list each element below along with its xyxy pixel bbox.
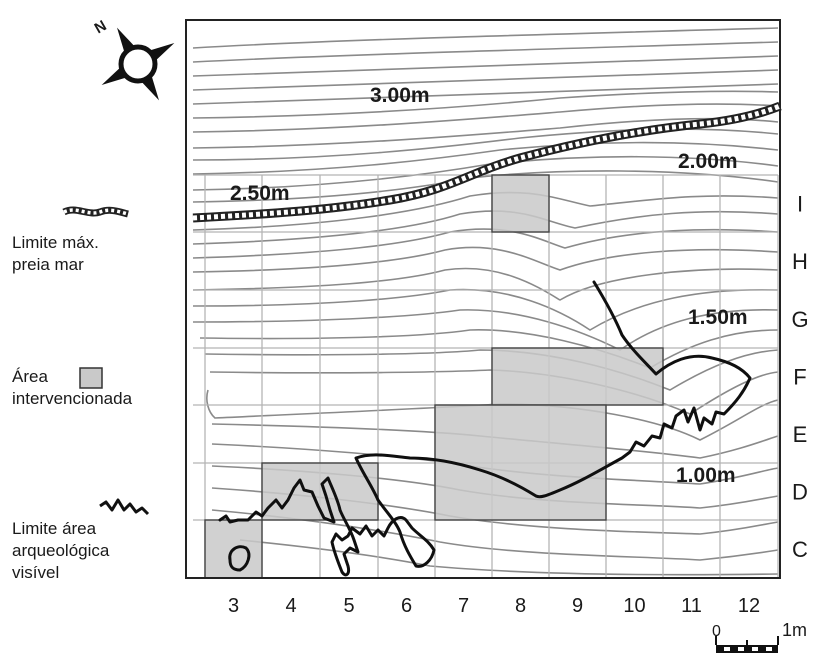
row-labels: I H G F E D C — [791, 192, 808, 563]
intervened-squares — [204, 174, 664, 579]
column-label: 6 — [401, 595, 412, 617]
scale-bar — [715, 636, 779, 653]
column-label: 12 — [738, 595, 760, 617]
contour-label-3-00m: 3.00m — [370, 84, 430, 107]
column-label: 8 — [515, 595, 526, 617]
legend-high-tide: Limite máx. preia mar — [12, 232, 99, 276]
high-tide-limit-line — [192, 101, 782, 223]
contour-label-2-50m: 2.50m — [230, 182, 290, 205]
archaeological-area-boundary — [218, 280, 752, 577]
map-labels: 3.00m 2.50m 2.00m 1.50m 1.00m — [230, 84, 748, 487]
row-label: D — [792, 480, 808, 505]
legend-intervened: Área intervencionada — [12, 366, 132, 410]
row-label: H — [792, 249, 808, 274]
column-labels: 3 4 5 6 7 8 9 10 11 12 — [228, 595, 760, 617]
legend-archaeological-line-1: Limite área — [12, 519, 97, 538]
legend-intervened-swatch — [79, 367, 103, 389]
intervened-square — [434, 404, 607, 521]
legend-high-tide-icon — [62, 206, 129, 218]
legend-archaeological-line-3: visível — [12, 563, 60, 582]
legend-archaeological-icon — [99, 498, 150, 516]
row-label: G — [791, 307, 808, 332]
row-label: E — [793, 422, 808, 447]
column-label: 7 — [458, 595, 469, 617]
compass-rose-icon — [101, 27, 175, 101]
intervened-square — [491, 174, 550, 233]
north-label: N — [92, 17, 110, 37]
column-label: 3 — [228, 595, 239, 617]
column-label: 5 — [343, 595, 354, 617]
excavation-grid — [193, 174, 779, 579]
map-frame — [185, 19, 781, 579]
row-label: F — [793, 365, 806, 390]
scale-end-label: 1m — [782, 620, 807, 640]
contour-label-1-50m: 1.50m — [688, 306, 748, 329]
contour-label-1-00m: 1.00m — [676, 464, 736, 487]
legend-intervened-line-2: intervencionada — [12, 389, 133, 408]
legend-high-tide-line-1: Limite máx. — [12, 233, 99, 252]
legend-intervened-line-1: Área — [12, 367, 48, 386]
intervened-square — [491, 347, 664, 406]
column-label: 9 — [572, 595, 583, 617]
scale-start-label: 0 — [712, 623, 721, 640]
column-label: 10 — [623, 595, 645, 617]
legend-high-tide-line-2: preia mar — [12, 255, 84, 274]
legend-archaeological: Limite área arqueológica visível — [12, 518, 109, 584]
contour-label-2-00m: 2.00m — [678, 150, 738, 173]
row-label: C — [792, 537, 808, 562]
column-label: 4 — [285, 595, 296, 617]
legend-archaeological-line-2: arqueológica — [12, 541, 110, 560]
row-label: I — [797, 192, 803, 217]
column-label: 11 — [681, 595, 702, 617]
